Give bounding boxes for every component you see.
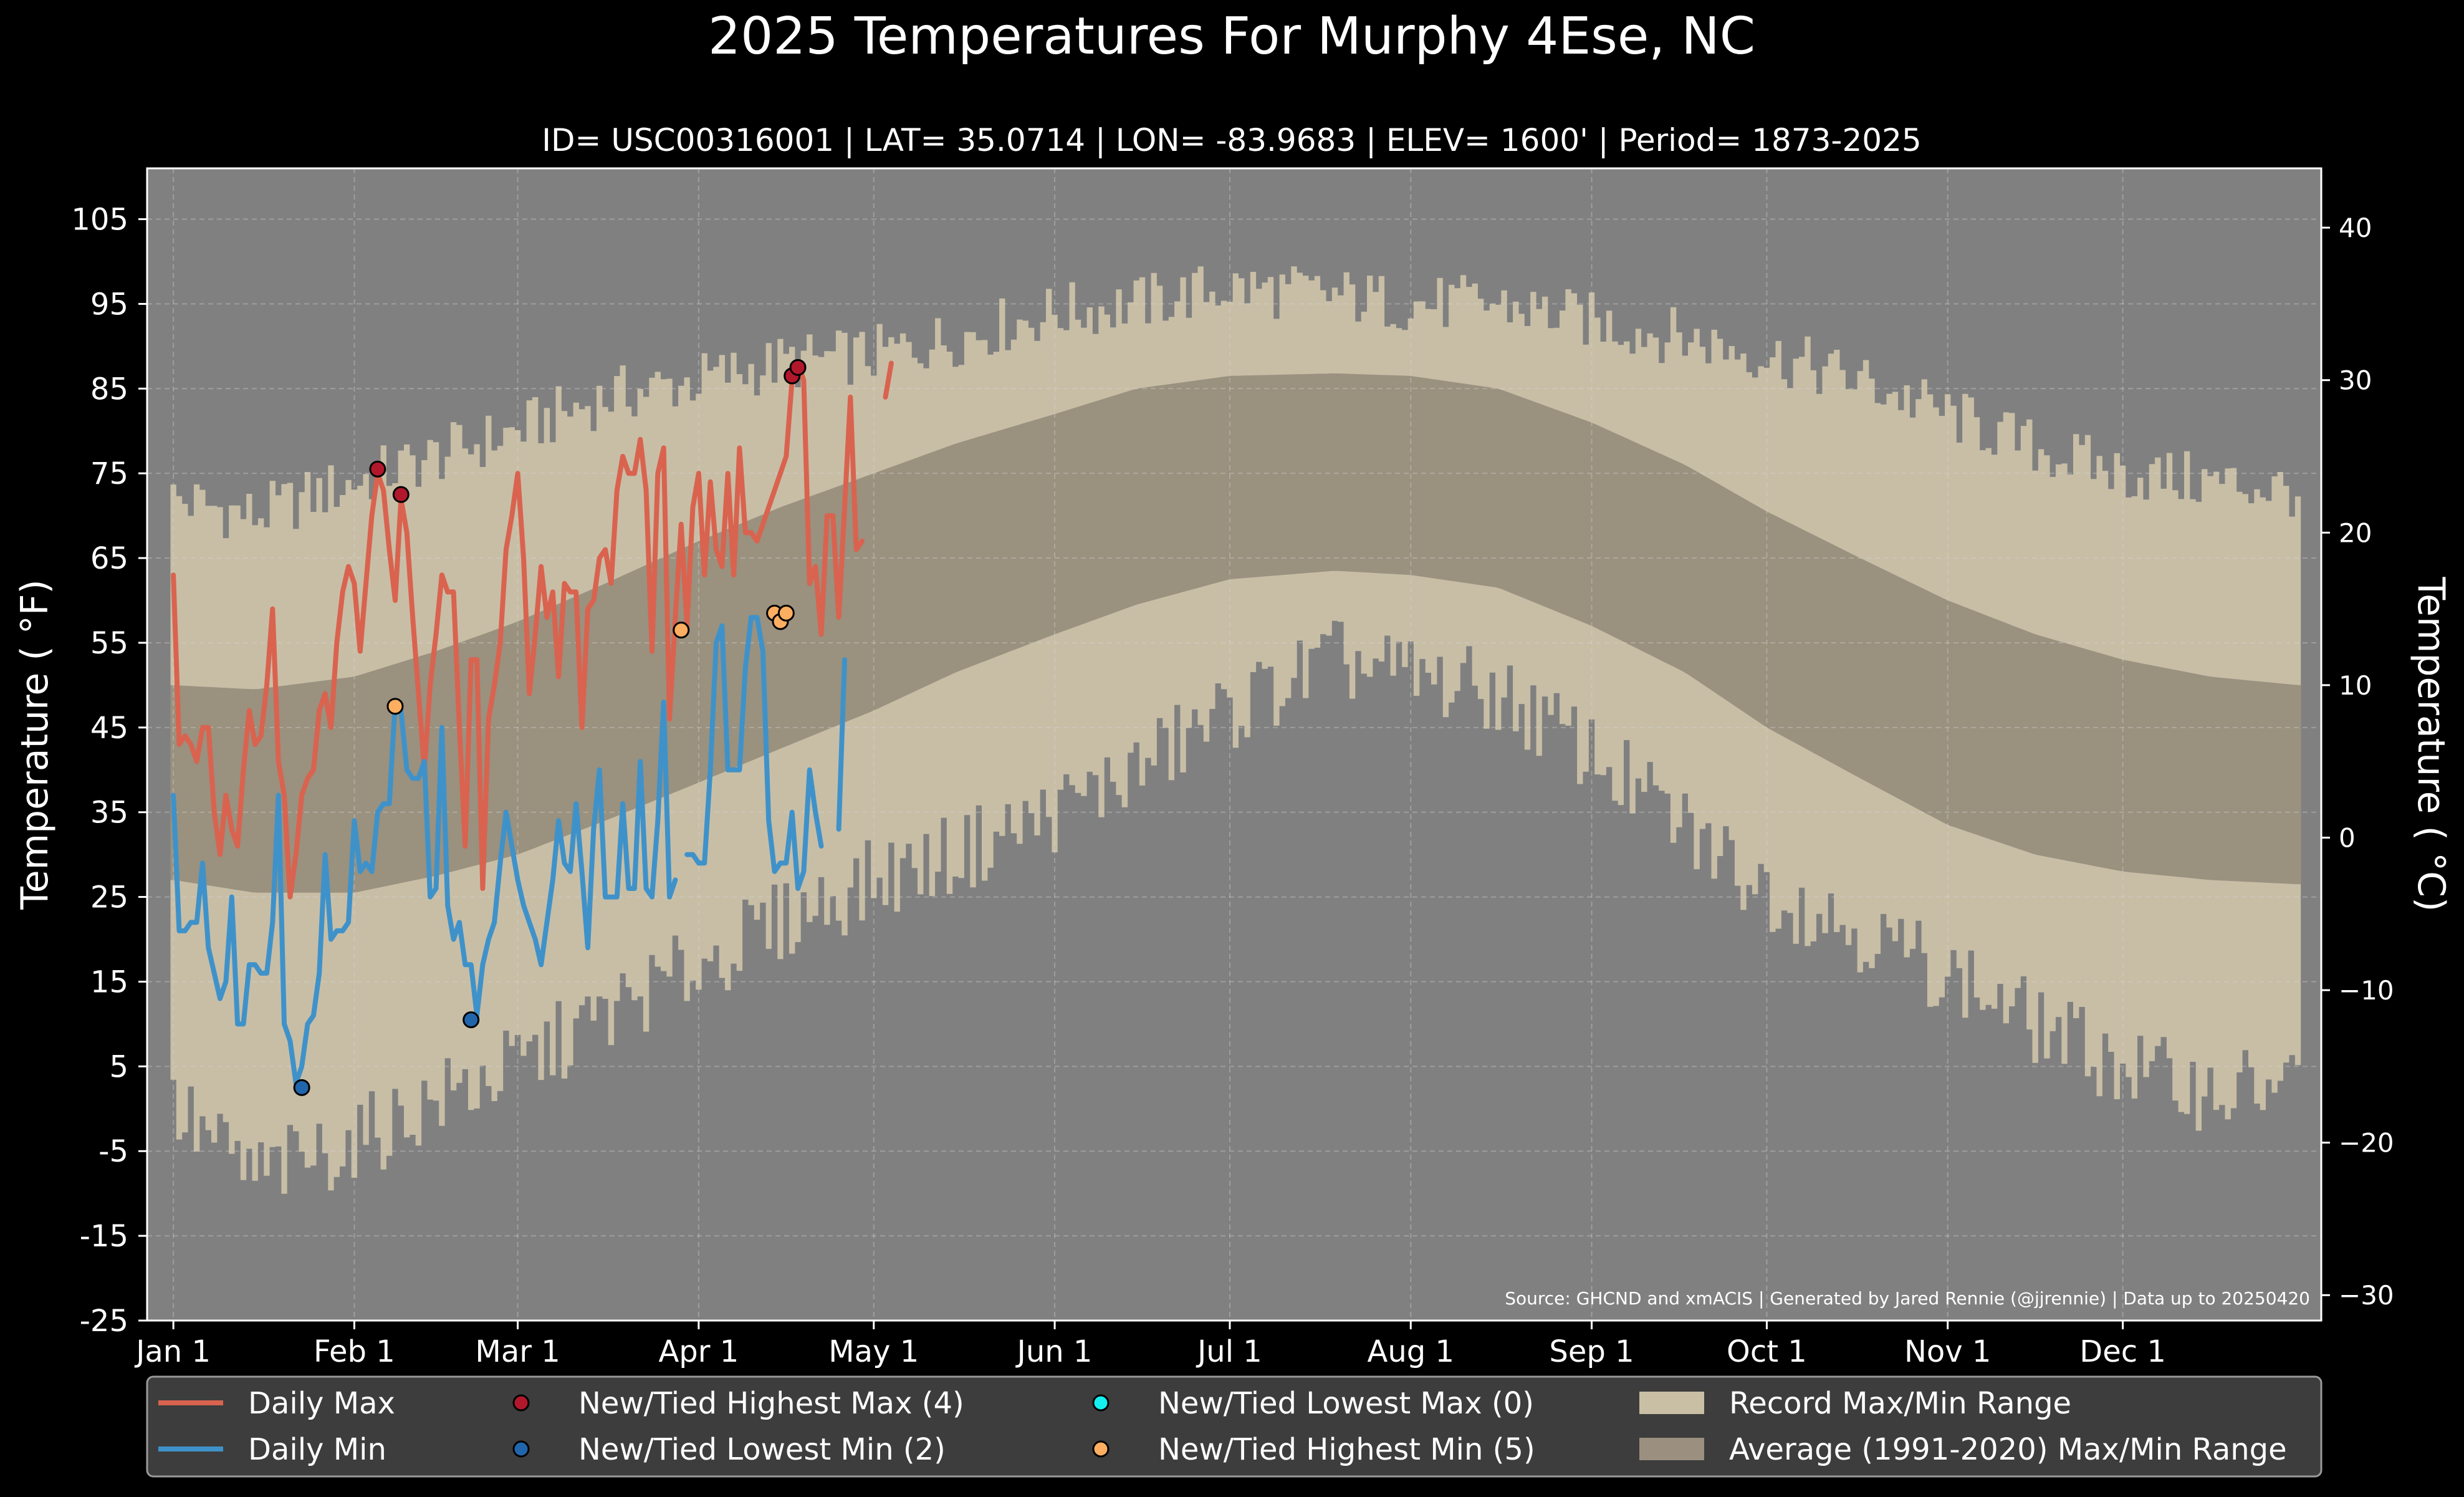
x-tick-label: May 1	[828, 1334, 919, 1369]
average-max-min-range-band	[170, 373, 2301, 893]
legend-label: New/Tied Highest Min (5)	[1158, 1432, 1535, 1467]
y-tick-label: 45	[90, 711, 128, 746]
y-right-tick-label: 40	[2339, 213, 2372, 243]
highest-min-record-marker	[673, 622, 690, 639]
y-tick-label: -25	[80, 1304, 128, 1339]
record-max-min-range-band	[170, 266, 2301, 1194]
y-tick-label: -15	[80, 1219, 128, 1254]
y-tick-label: -5	[98, 1134, 128, 1169]
legend-label: Record Max/Min Range	[1729, 1386, 2071, 1421]
y-tick-label: 105	[71, 203, 128, 238]
x-tick-label: Mar 1	[475, 1334, 560, 1369]
y-tick-label: 55	[90, 626, 128, 661]
chart-title: 2025 Temperatures For Murphy 4Ese, NC	[708, 7, 1755, 66]
legend-marker-swatch	[512, 1440, 530, 1458]
lowest-min-record-marker	[293, 1079, 310, 1096]
x-axis: Jan 1 Feb 1 Mar 1 Apr 1 May 1 Jun 1 Jul 1 Aug 1…	[134, 1321, 2166, 1369]
legend-marker-swatch	[1092, 1394, 1110, 1412]
daily-min-line	[171, 615, 847, 1086]
legend-marker-swatch	[1092, 1440, 1110, 1458]
highest-max-record-marker	[789, 359, 807, 376]
y-tick-label: 25	[90, 880, 128, 915]
x-tick-label: Jun 1	[1015, 1334, 1093, 1369]
y-tick-label: 35	[90, 796, 128, 830]
y-right-tick-label: 20	[2339, 517, 2372, 548]
highest-min-record-marker	[777, 604, 795, 622]
x-tick-label: Aug 1	[1367, 1334, 1454, 1369]
source-note: Source: GHCND and xmACIS | Generated by …	[1505, 1288, 2310, 1309]
highest-max-record-marker	[392, 486, 410, 503]
lowest-min-record-marker	[463, 1011, 480, 1029]
x-tick-label: Feb 1	[314, 1334, 395, 1369]
y-right-tick-label: −20	[2339, 1128, 2394, 1158]
legend-label: Daily Max	[248, 1386, 395, 1421]
x-tick-label: Jan 1	[134, 1334, 211, 1369]
legend-patch-swatch	[1639, 1438, 1704, 1460]
y-tick-label: 15	[90, 965, 128, 999]
y-axis-left: 105 95 85 75 65 55 45 35 25 15 5 -5 -15 -25	[71, 203, 147, 1339]
x-tick-label: Oct 1	[1727, 1334, 1807, 1369]
x-tick-label: Nov 1	[1904, 1334, 1991, 1369]
legend-marker-swatch	[512, 1394, 530, 1412]
y-tick-label: 75	[90, 456, 128, 491]
x-tick-label: Sep 1	[1549, 1334, 1634, 1369]
legend-label: New/Tied Lowest Min (2)	[578, 1432, 946, 1467]
y-right-tick-label: 0	[2339, 822, 2356, 853]
record-markers	[293, 359, 807, 1096]
y-tick-label: 5	[109, 1049, 128, 1084]
y-tick-label: 65	[90, 541, 128, 576]
legend-box	[146, 1375, 2323, 1478]
grid-lines	[147, 168, 2321, 1321]
y-right-tick-label: 10	[2339, 670, 2372, 701]
x-tick-label: Dec 1	[2079, 1334, 2166, 1369]
y-right-tick-label: 30	[2339, 365, 2372, 396]
legend: Daily Max Daily Min New/Tied Highest Max (…	[146, 1375, 2323, 1478]
plot-frame	[146, 167, 2323, 1322]
legend-label: Average (1991-2020) Max/Min Range	[1729, 1432, 2287, 1467]
y-axis-label-right: Temperature ( °C)	[2409, 577, 2453, 912]
chart-subtitle: ID= USC00316001 | LAT= 35.0714 | LON= -8…	[542, 122, 1921, 158]
y-right-tick-label: −10	[2339, 975, 2394, 1006]
y-right-tick-label: −30	[2339, 1280, 2394, 1311]
x-tick-label: Jul 1	[1196, 1334, 1262, 1369]
y-tick-label: 95	[90, 287, 128, 322]
legend-patch-swatch	[1639, 1392, 1704, 1414]
x-tick-label: Apr 1	[658, 1334, 739, 1369]
y-axis-label-left: Temperature ( °F)	[13, 579, 57, 910]
legend-label: New/Tied Highest Max (4)	[578, 1386, 964, 1421]
highest-max-record-marker	[369, 460, 386, 478]
legend-label: New/Tied Lowest Max (0)	[1158, 1386, 1534, 1421]
legend-label: Daily Min	[248, 1432, 386, 1467]
daily-max-line	[171, 360, 894, 900]
y-axis-right: 40 30 20 10 0 −10 −20 −30	[2321, 213, 2394, 1311]
highest-min-record-marker	[386, 698, 404, 715]
y-tick-label: 85	[90, 372, 128, 407]
